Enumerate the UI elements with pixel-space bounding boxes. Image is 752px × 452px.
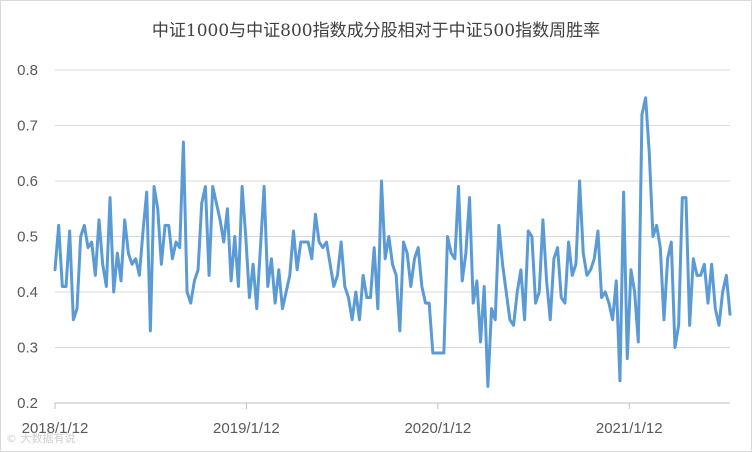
x-tick-label: 2021/1/12 xyxy=(596,420,663,437)
y-tick-label: 0.6 xyxy=(17,173,38,190)
y-tick-label: 0.7 xyxy=(17,118,38,135)
y-tick-label: 0.4 xyxy=(17,284,38,301)
y-tick-label: 0.2 xyxy=(17,395,38,412)
series-line xyxy=(53,96,732,388)
chart-title: 中证1000与中证800指数成分股相对于中证500指数周胜率 xyxy=(151,21,601,41)
y-axis-ticks: 0.2 0.3 0.4 0.5 0.6 0.7 0.8 xyxy=(17,62,38,412)
x-axis: 2018/1/12 2019/1/12 2020/1/12 2021/1/12 xyxy=(22,402,730,437)
x-tick-label: 2019/1/12 xyxy=(213,420,280,437)
y-tick-label: 0.3 xyxy=(17,340,38,357)
x-tick-label: 2018/1/12 xyxy=(22,420,89,437)
gridlines xyxy=(55,69,730,348)
y-tick-label: 0.8 xyxy=(17,62,38,79)
series-group xyxy=(53,96,732,388)
x-tick-label: 2020/1/12 xyxy=(404,420,471,437)
y-tick-label: 0.5 xyxy=(17,229,38,246)
watermark: © 大数据有说 xyxy=(6,432,76,445)
